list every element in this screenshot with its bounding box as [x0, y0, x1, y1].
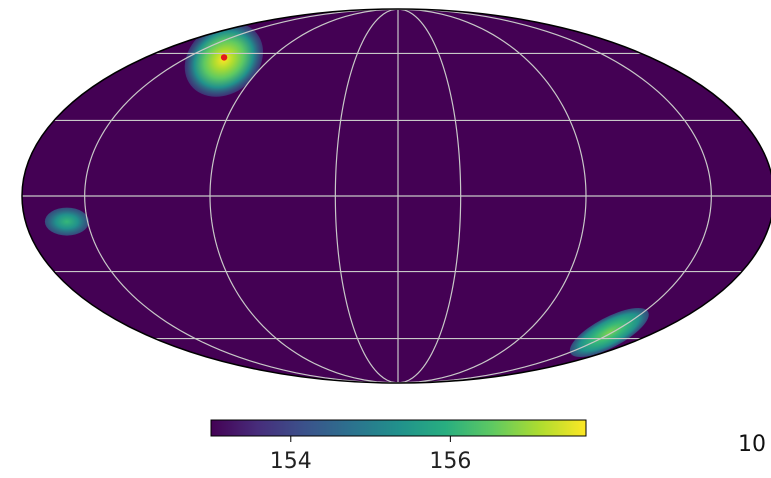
- peak-marker: [220, 54, 228, 61]
- colorbar-tick-label: 156: [429, 449, 471, 474]
- hotspot-2: [44, 207, 89, 236]
- colorbar-tick-label: 154: [270, 449, 312, 474]
- colorbar: 154 156: [210, 419, 587, 474]
- corner-label: 10: [738, 432, 766, 457]
- marker-layer: [220, 54, 228, 61]
- sky-border: [21, 8, 771, 384]
- colorbar-ticks: 154 156: [270, 436, 471, 474]
- hotspot-3: [569, 307, 649, 358]
- graticule-grid: [22, 9, 771, 383]
- colorbar-gradient: [210, 419, 587, 437]
